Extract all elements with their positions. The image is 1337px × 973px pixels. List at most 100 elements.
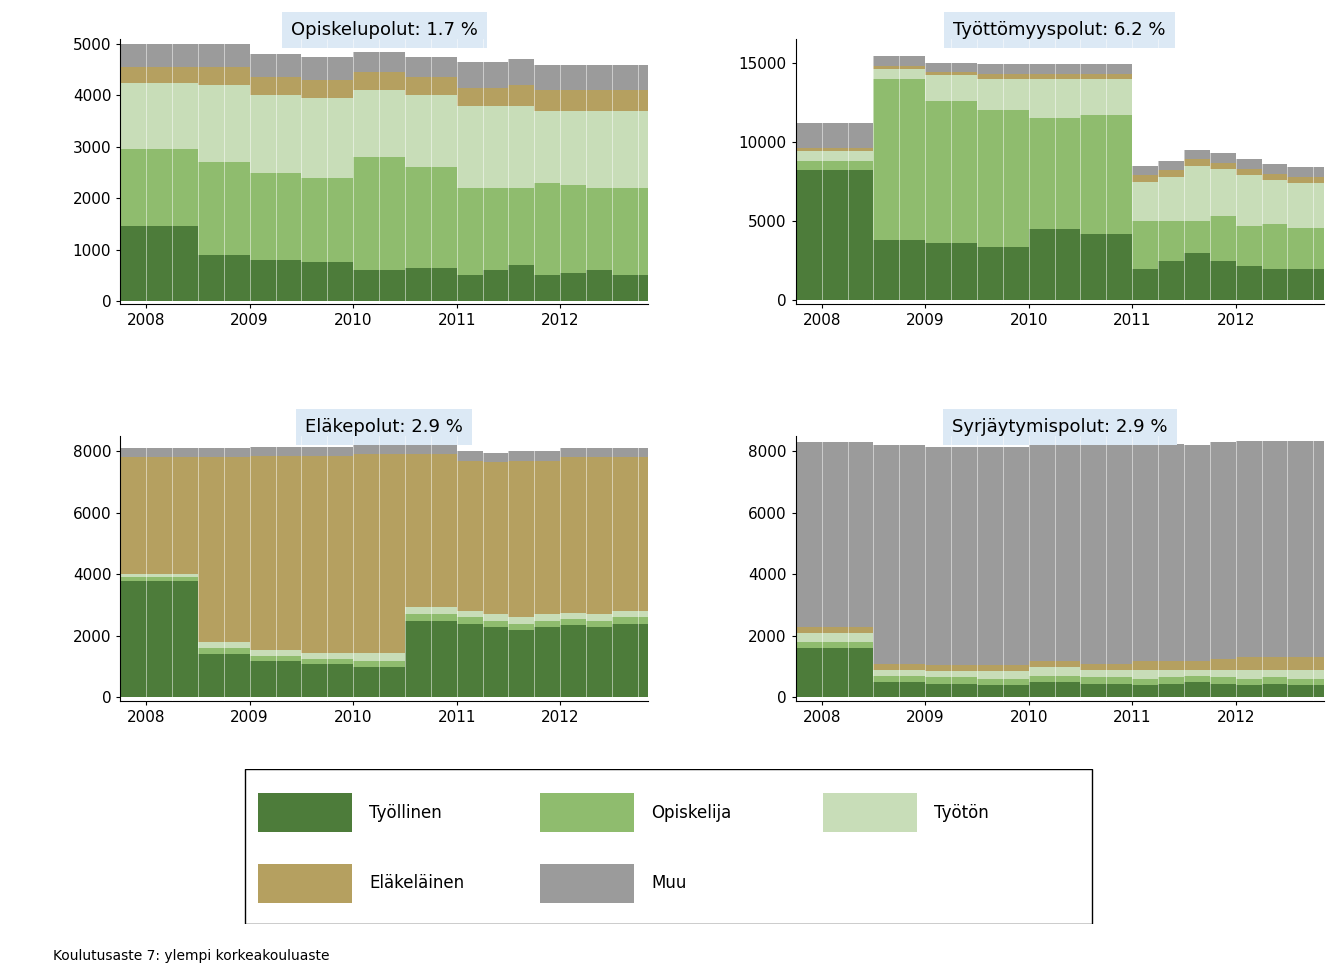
Bar: [1028, 79, 1080, 118]
Bar: [1158, 221, 1185, 261]
Bar: [1185, 682, 1210, 698]
Bar: [120, 150, 198, 227]
Bar: [353, 270, 405, 301]
Text: Koulutusaste 7: ylempi korkeakouluaste: Koulutusaste 7: ylempi korkeakouluaste: [53, 950, 330, 963]
Bar: [1210, 153, 1235, 162]
Bar: [250, 656, 301, 661]
Bar: [540, 864, 634, 903]
Bar: [822, 793, 917, 832]
Bar: [1288, 167, 1324, 177]
Bar: [120, 83, 198, 150]
Bar: [1210, 684, 1235, 698]
Bar: [508, 624, 535, 630]
Bar: [1158, 261, 1185, 301]
Bar: [1235, 226, 1262, 266]
Bar: [796, 642, 873, 648]
Bar: [535, 451, 560, 460]
Bar: [353, 661, 405, 667]
Bar: [586, 90, 612, 111]
Bar: [1288, 228, 1324, 269]
Title: Syrjäytymispolut: 2.9 %: Syrjäytymispolut: 2.9 %: [952, 418, 1167, 436]
Bar: [483, 106, 508, 188]
Bar: [873, 240, 925, 301]
Bar: [1262, 669, 1288, 677]
Bar: [120, 577, 198, 581]
Bar: [612, 457, 648, 611]
Bar: [1235, 169, 1262, 175]
Bar: [535, 64, 560, 90]
Bar: [1185, 253, 1210, 301]
Bar: [353, 667, 405, 698]
Bar: [1080, 684, 1132, 698]
Bar: [535, 614, 560, 621]
Bar: [560, 186, 586, 272]
Bar: [483, 188, 508, 270]
Bar: [535, 460, 560, 614]
Bar: [925, 671, 977, 677]
Bar: [250, 260, 301, 301]
Bar: [1158, 444, 1185, 661]
Bar: [1132, 175, 1158, 182]
Title: Työttömyyspolut: 6.2 %: Työttömyyspolut: 6.2 %: [953, 21, 1166, 39]
Bar: [1028, 118, 1080, 229]
Bar: [1210, 677, 1235, 684]
Bar: [483, 621, 508, 627]
Bar: [353, 72, 405, 90]
Bar: [612, 111, 648, 188]
Bar: [586, 111, 612, 188]
Bar: [1185, 669, 1210, 676]
Bar: [457, 451, 483, 460]
Bar: [198, 162, 250, 255]
Bar: [535, 111, 560, 183]
Bar: [925, 75, 977, 101]
Bar: [405, 78, 457, 95]
Bar: [873, 664, 925, 669]
Bar: [457, 275, 483, 301]
Bar: [250, 456, 301, 650]
Bar: [1132, 445, 1158, 661]
Bar: [977, 74, 1028, 79]
Bar: [483, 627, 508, 698]
Bar: [483, 462, 508, 614]
Bar: [1288, 669, 1324, 679]
Bar: [1262, 225, 1288, 269]
Bar: [1132, 182, 1158, 221]
Bar: [457, 88, 483, 106]
Bar: [508, 451, 535, 460]
Bar: [198, 449, 250, 457]
Bar: [612, 188, 648, 275]
Bar: [560, 90, 586, 111]
Bar: [1132, 661, 1158, 669]
Bar: [560, 64, 586, 90]
Bar: [1080, 445, 1132, 664]
Bar: [1158, 177, 1185, 221]
Bar: [1185, 445, 1210, 661]
Bar: [1028, 442, 1080, 661]
Bar: [483, 88, 508, 106]
Bar: [301, 80, 353, 98]
Bar: [535, 627, 560, 698]
Bar: [301, 653, 353, 659]
Bar: [1262, 269, 1288, 301]
Bar: [508, 106, 535, 188]
Bar: [483, 614, 508, 621]
Bar: [560, 457, 586, 613]
Bar: [925, 72, 977, 75]
Bar: [1185, 221, 1210, 253]
Bar: [1080, 74, 1132, 79]
Bar: [925, 666, 977, 671]
Bar: [405, 167, 457, 268]
Text: Muu: Muu: [651, 875, 687, 892]
Bar: [301, 263, 353, 301]
Bar: [405, 445, 457, 454]
Bar: [508, 86, 535, 106]
Bar: [250, 650, 301, 656]
Bar: [483, 452, 508, 462]
Bar: [560, 619, 586, 626]
Bar: [560, 449, 586, 457]
Bar: [1080, 64, 1132, 74]
Bar: [1262, 180, 1288, 225]
Text: Työtön: Työtön: [933, 804, 988, 821]
Text: Eläkeläinen: Eläkeläinen: [369, 875, 464, 892]
Bar: [796, 648, 873, 698]
